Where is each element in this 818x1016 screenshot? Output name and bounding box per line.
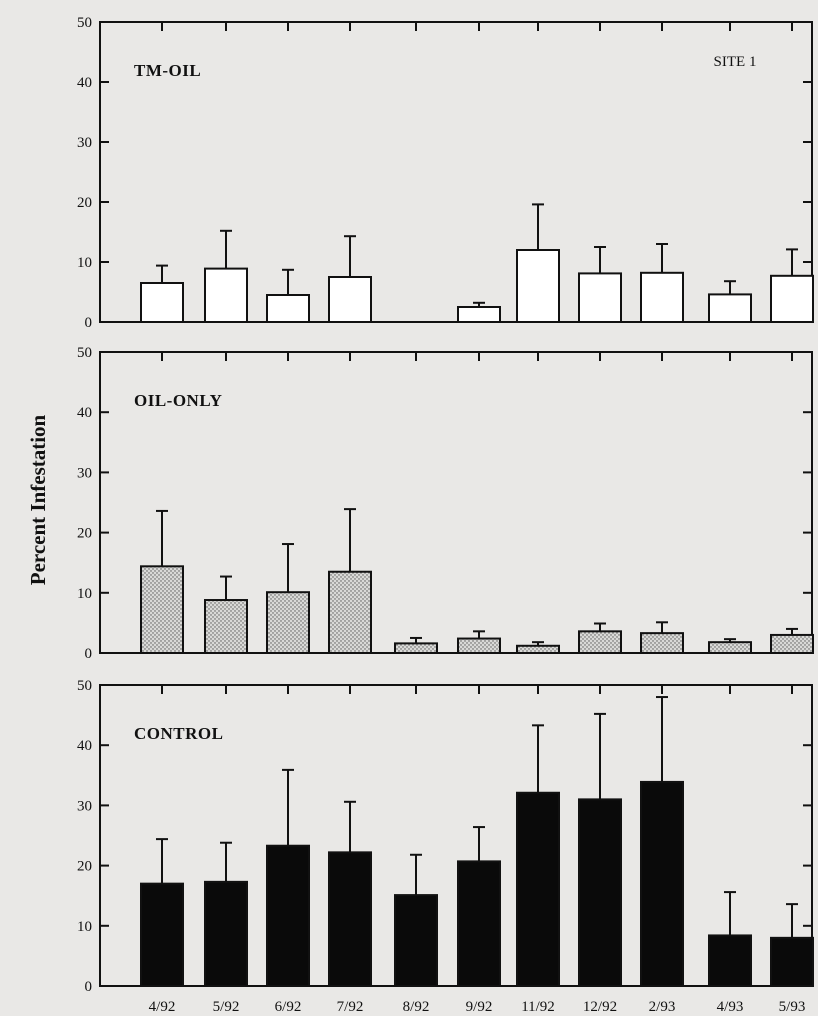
panel-label: CONTROL xyxy=(134,724,223,743)
y-tick-label: 30 xyxy=(77,135,92,151)
bar xyxy=(770,274,814,323)
bar xyxy=(140,882,184,987)
panel-frame xyxy=(99,21,813,323)
panel-frame xyxy=(99,684,813,987)
bar xyxy=(328,851,372,988)
bar xyxy=(516,249,560,323)
panel-label: OIL-ONLY xyxy=(134,391,222,410)
bar xyxy=(578,630,622,655)
y-tick-label: 20 xyxy=(77,195,92,211)
y-tick-label: 20 xyxy=(77,526,92,542)
y-tick-label: 30 xyxy=(77,465,92,481)
x-tick-label: 4/92 xyxy=(149,999,176,1015)
bar xyxy=(457,860,501,987)
y-tick-label: 0 xyxy=(85,979,93,995)
bar xyxy=(708,934,752,988)
bar xyxy=(578,798,622,987)
panel-label: TM-OIL xyxy=(134,61,201,80)
x-tick-label: 5/93 xyxy=(779,999,806,1015)
y-tick-label: 10 xyxy=(77,919,92,935)
bar xyxy=(516,644,560,655)
panel-oil-only: 0 10 20 30 40 50 OIL-ONLY xyxy=(77,345,814,662)
panel-frame xyxy=(99,351,813,654)
bar xyxy=(204,267,248,324)
y-tick-label: 0 xyxy=(85,315,93,331)
bar xyxy=(140,282,184,323)
y-tick-label: 10 xyxy=(77,586,92,602)
x-tick-label: 7/92 xyxy=(337,999,364,1015)
panels: 0 10 20 30 40 50 TM-OIL SITE 1 0 10 20 30 40 50 OIL-ON… xyxy=(77,15,814,1015)
y-tick-label: 30 xyxy=(77,798,92,814)
bar xyxy=(266,591,310,654)
bar xyxy=(708,293,752,323)
bar xyxy=(516,791,560,987)
bar xyxy=(640,271,684,323)
x-tick-label: 4/93 xyxy=(717,999,744,1015)
x-tick-label: 2/93 xyxy=(649,999,676,1015)
panel-tm-oil: 0 10 20 30 40 50 TM-OIL SITE 1 xyxy=(77,15,814,331)
bar xyxy=(640,780,684,987)
x-tick-label: 8/92 xyxy=(403,999,430,1015)
x-tick-label: 6/92 xyxy=(275,999,302,1015)
bar xyxy=(457,306,501,323)
bar xyxy=(770,936,814,988)
bar xyxy=(328,570,372,654)
bar xyxy=(394,894,438,988)
site-label: SITE 1 xyxy=(714,54,757,70)
x-tick-label: 9/92 xyxy=(466,999,493,1015)
bar xyxy=(204,880,248,987)
x-tick-label: 11/92 xyxy=(521,999,555,1015)
bar xyxy=(328,276,372,323)
y-tick-label: 50 xyxy=(77,678,92,694)
bar xyxy=(640,632,684,654)
bar xyxy=(394,642,438,654)
x-tick-label: 12/92 xyxy=(583,999,617,1015)
bar xyxy=(140,565,184,655)
y-tick-label: 10 xyxy=(77,255,92,271)
bar xyxy=(578,272,622,323)
y-tick-label: 40 xyxy=(77,75,92,91)
bar xyxy=(457,637,501,655)
y-tick-label: 0 xyxy=(85,646,93,662)
y-axis-label: Percent Infestation xyxy=(26,414,50,585)
x-tick-label: 5/92 xyxy=(213,999,240,1015)
y-tick-label: 40 xyxy=(77,738,92,754)
bar xyxy=(204,599,248,654)
y-tick-label: 40 xyxy=(77,405,92,421)
bar xyxy=(708,641,752,655)
y-tick-label: 20 xyxy=(77,859,92,875)
bar xyxy=(266,844,310,988)
y-tick-label: 50 xyxy=(77,345,92,361)
bar xyxy=(266,294,310,323)
panel-control: 0 10 20 30 40 50 CONTROL xyxy=(77,678,814,995)
y-tick-label: 50 xyxy=(77,15,92,31)
bar xyxy=(770,633,814,655)
